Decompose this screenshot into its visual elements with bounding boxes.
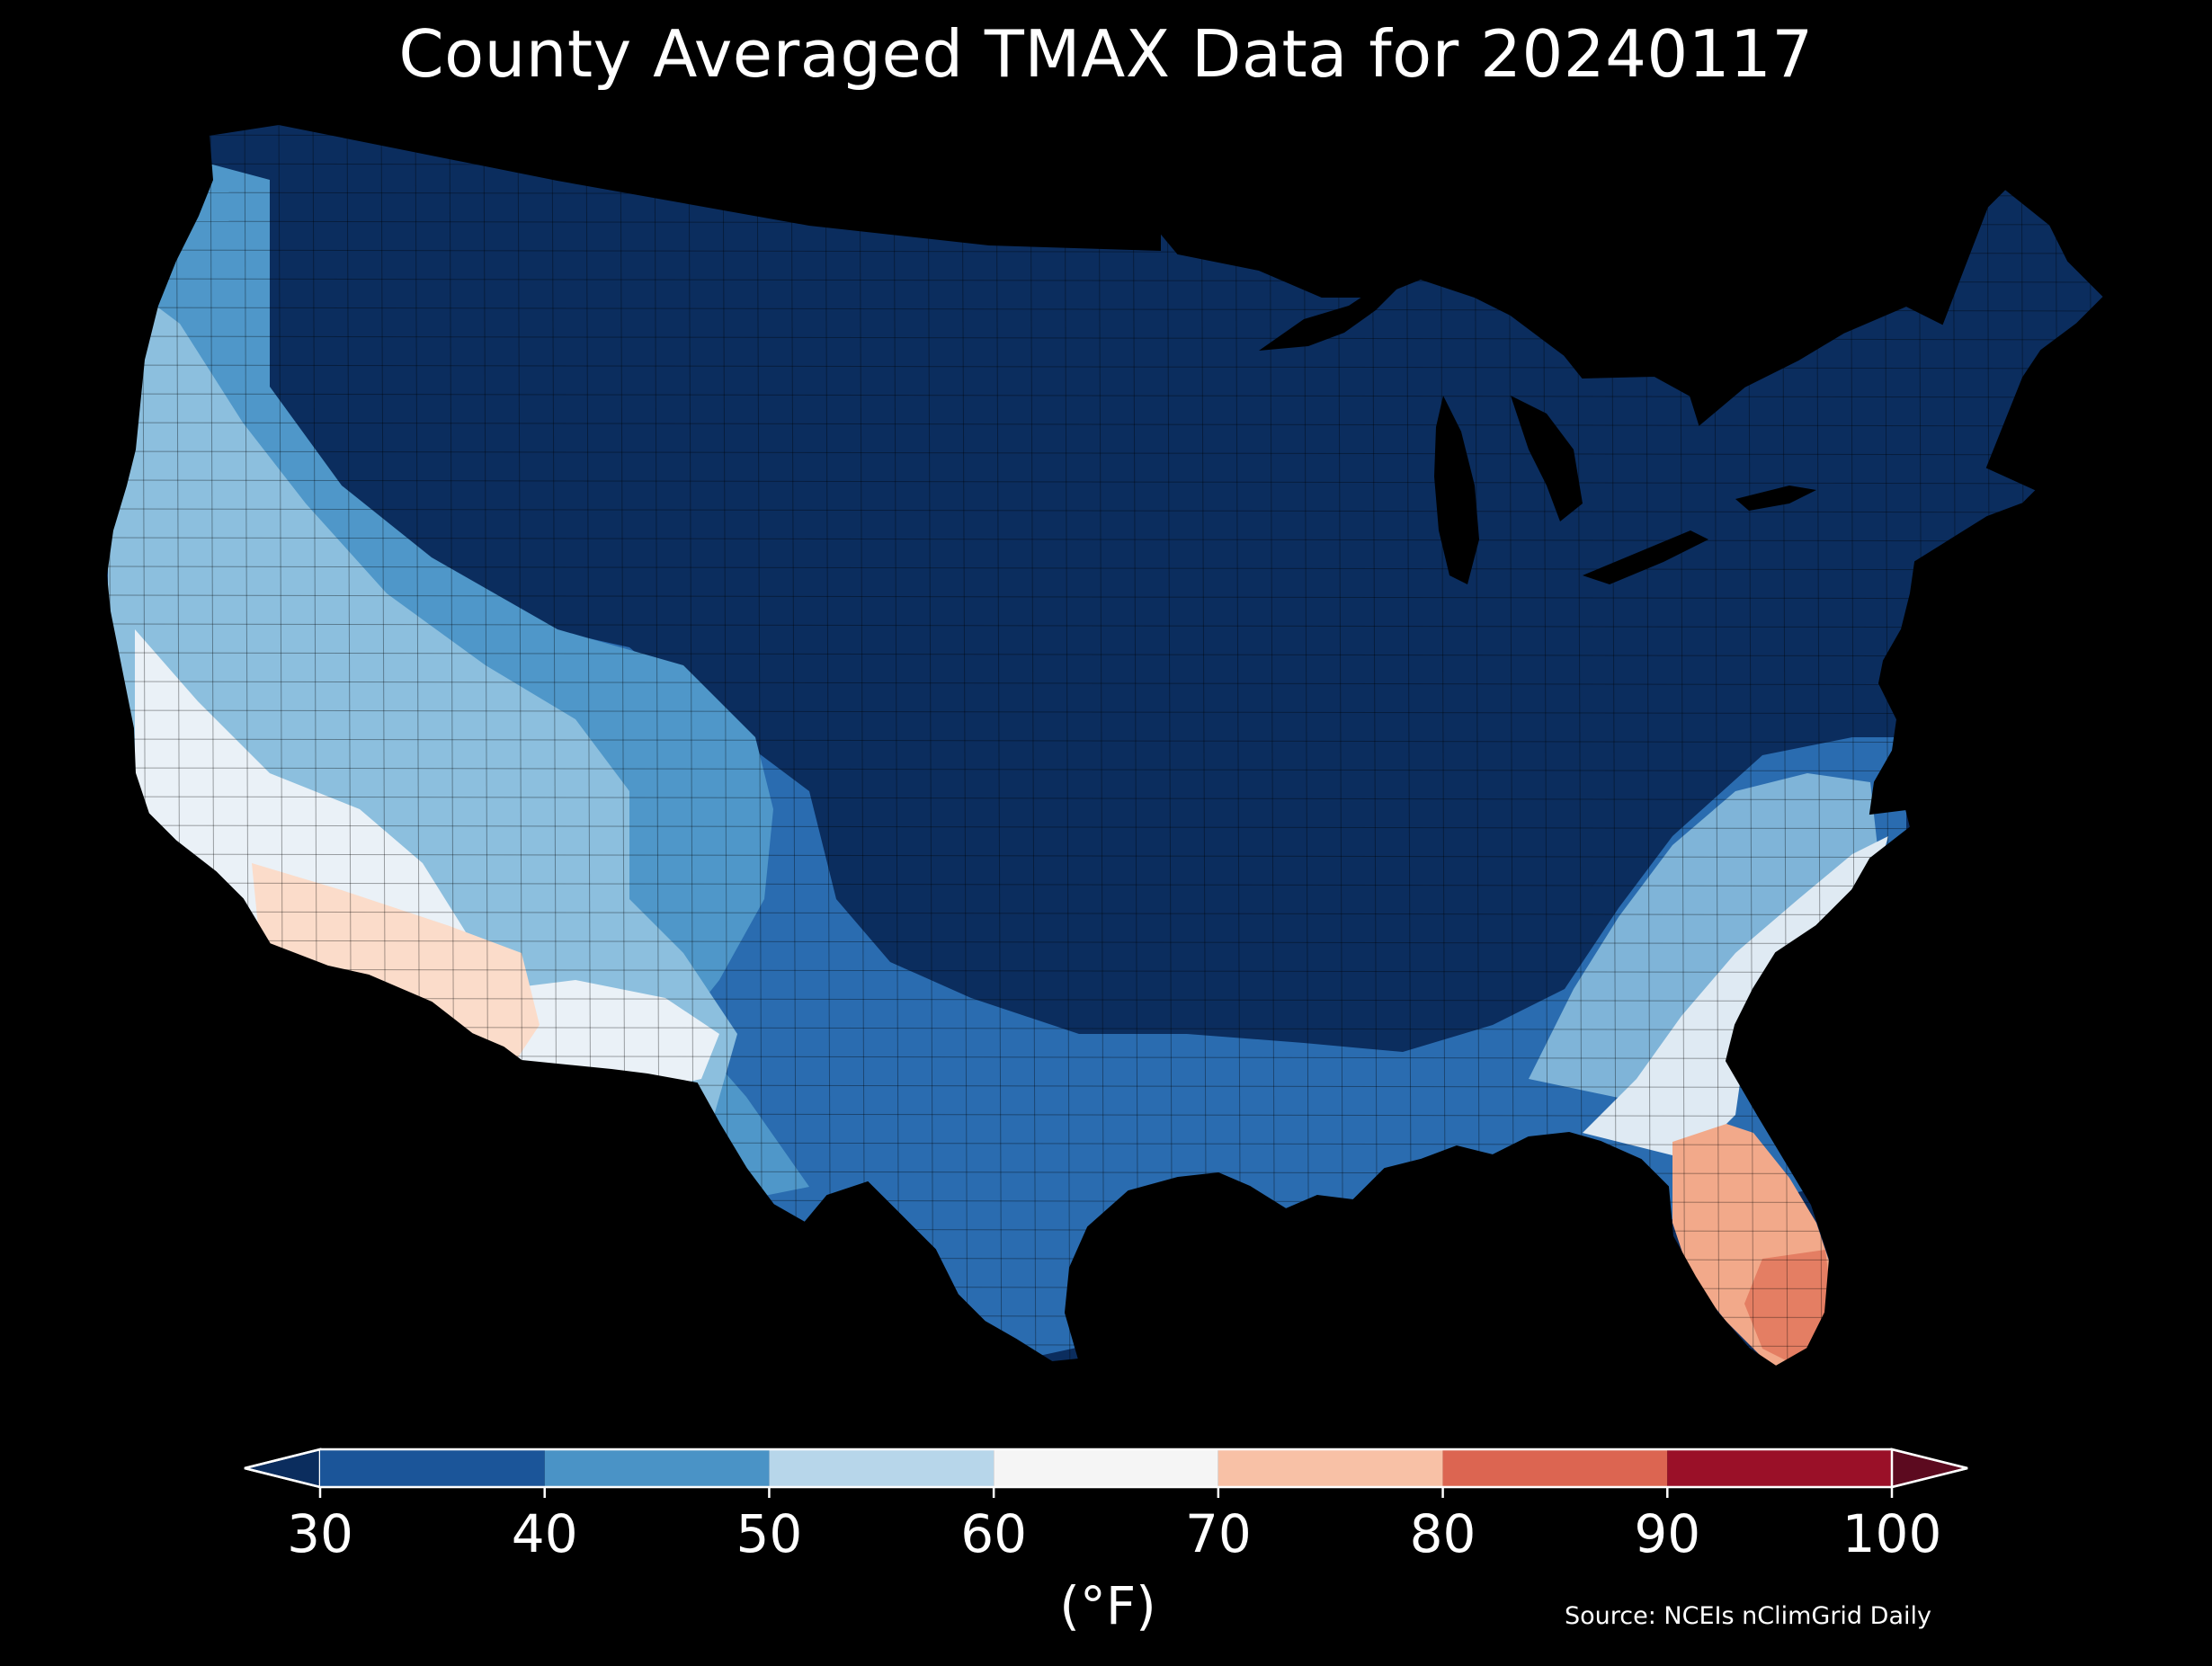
region-southeast-piedmont: [1529, 773, 1879, 1115]
great-lakes: [1259, 283, 1816, 584]
lake-erie: [1583, 530, 1708, 584]
chart-title: County Averaged TMAX Data for 20240117: [398, 16, 1814, 92]
lake-ontario: [1735, 486, 1816, 511]
colorbar-tick-label: 60: [960, 1503, 1028, 1564]
region-southern-arizona: [252, 863, 540, 1079]
lake-huron: [1511, 396, 1583, 521]
colorbar-tick-label: 50: [736, 1503, 803, 1564]
region-southwest-lowlands: [135, 629, 719, 1124]
colorbar-bin-30-40: [320, 1449, 545, 1487]
colorbar-tick-label: 90: [1634, 1503, 1701, 1564]
colorbar-tick-label: 70: [1184, 1503, 1252, 1564]
colorbar-bin-90-100: [1667, 1449, 1892, 1487]
colorbar-bin-40-50: [544, 1449, 770, 1487]
colorbar-bin-80-90: [1442, 1449, 1668, 1487]
lake-michigan: [1434, 396, 1479, 584]
colorbar-tick-label: 80: [1409, 1503, 1476, 1564]
lake-superior: [1259, 283, 1403, 351]
colorbar-bin-60-70: [994, 1449, 1218, 1487]
region-southeast-coastal: [1583, 836, 1888, 1160]
source-note: Source: NCEIs nClimGrid Daily: [1565, 1602, 1931, 1630]
colorbar-bin-70-80: [1217, 1449, 1443, 1487]
colorbar: [244, 1448, 1968, 1498]
colorbar-tick-label: 40: [511, 1503, 578, 1564]
colorbar-tick-label: 30: [287, 1503, 353, 1564]
region-south-florida: [1744, 1250, 1834, 1367]
colorbar-tick-label: 100: [1842, 1503, 1942, 1564]
colorbar-unit-label: (°F): [1059, 1575, 1156, 1636]
colorbar-over-arrow: [1890, 1448, 1968, 1489]
colorbar-bin-50-60: [769, 1449, 995, 1487]
colorbar-under-arrow: [244, 1448, 322, 1489]
